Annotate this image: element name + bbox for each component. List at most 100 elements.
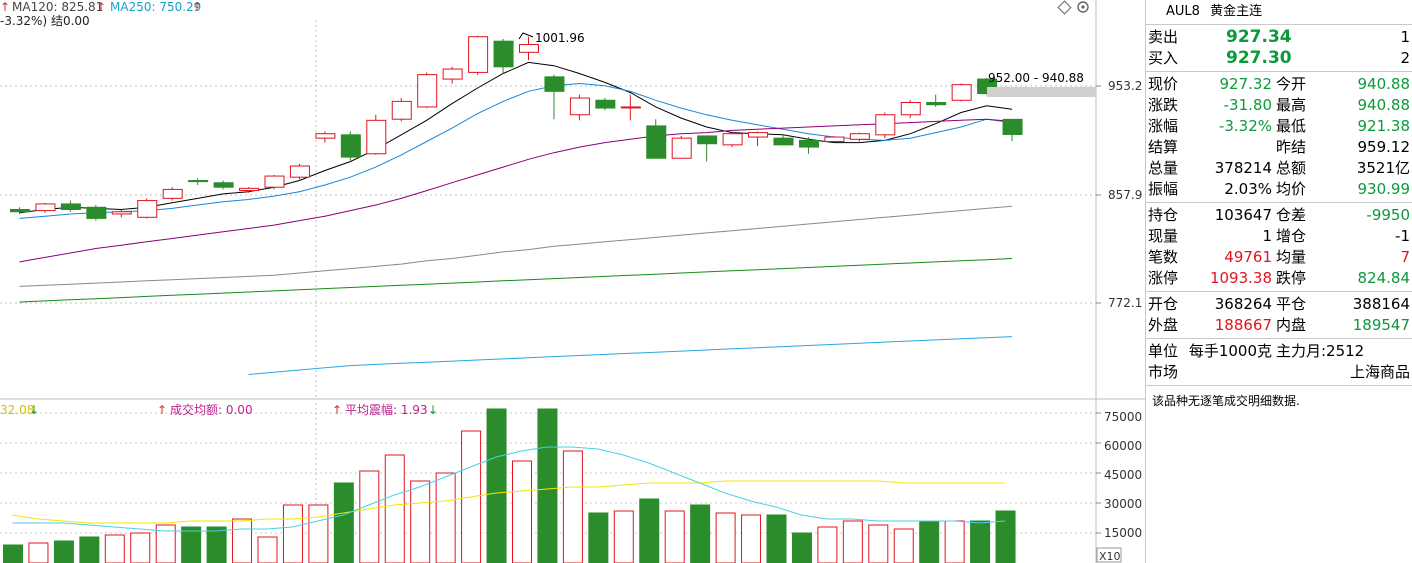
candle-body-up [137,200,158,218]
candle [315,131,336,143]
ma-line-1 [19,82,1013,219]
quote-value: 7 [1400,248,1410,266]
candle [10,207,30,214]
quote-label: 内盘 [1276,316,1307,334]
quote-label: 均价 [1276,180,1307,198]
volume-bar [817,526,838,563]
quote-label: 增仓 [1276,227,1307,245]
quote-value: 927.32 [1219,75,1273,93]
quote-value: 959.12 [1357,138,1411,156]
candle-body-down [697,135,718,145]
volume-bar [359,470,380,563]
candle [1002,118,1023,142]
order-book: 卖出 927.34 1 买入 927.30 2 [1146,25,1412,72]
kline-chart-area[interactable]: 1001.96 952.00 - 940.88 953.2 857.9 772.… [0,0,1145,563]
kline-chart[interactable]: 1001.96 952.00 - 940.88 953.2 857.9 772.… [0,0,1145,563]
candle-body-up [748,132,769,138]
quote-row: 结算 昨结 959.12 [1146,137,1412,158]
volume-axis-label: 30000 [1104,497,1142,511]
volume-bar [486,408,507,563]
candle-body-down [544,76,565,92]
quote-header: AUL8 黄金主连 [1146,0,1412,25]
quote-row: 现价 927.32 今开 940.88 [1146,74,1412,95]
candle-body-down [188,180,209,183]
candle [137,198,158,219]
volume-bars-group [3,408,1016,563]
quote-value: 824.84 [1357,269,1411,287]
candle [493,38,514,74]
volume-bar [512,460,532,563]
candle [391,98,412,122]
quote-label: 外盘 [1148,316,1179,334]
candle-body-down [798,139,819,148]
candle [569,94,590,121]
quote-label: 开仓 [1148,295,1179,313]
ma-line-4 [19,258,1013,303]
candle-body-down [926,101,947,106]
candle-body-up [951,84,972,101]
volume-bar [791,532,812,563]
quote-label: 涨幅 [1148,117,1179,135]
moving-average-lines [19,61,1013,375]
ma-line-0 [19,61,1013,214]
candle [544,74,565,120]
quote-label: 仓差 [1276,206,1307,224]
candle-body-down [493,40,514,68]
volume-unit-box [1096,547,1122,563]
candle [773,134,794,146]
volume-bar [435,472,456,563]
candle-body-up [824,136,845,143]
ask-price: 927.34 [1226,27,1292,47]
candle-body-up [620,106,641,109]
volume-bar [639,498,660,563]
volume-bar [206,526,227,563]
candle [697,135,718,162]
quote-label: 跌停 [1276,269,1307,287]
volume-bar [3,544,23,563]
quote-row: 持仓 103647 仓差 -9950 [1146,205,1412,226]
ask-qty: 1 [1400,28,1410,46]
high-marker-arrow [518,32,534,40]
candle-body-down [86,206,107,219]
current-range-band [987,87,1096,97]
quote-row: 笔数 49761 均量 7 [1146,247,1412,268]
ma-line-3 [19,205,1013,287]
candle [926,94,947,107]
quote-label: 总量 [1148,159,1179,177]
volume-bar [741,514,762,563]
diamond-icon[interactable] [1057,0,1072,15]
quote-row: 涨幅 -3.32% 最低 921.38 [1146,116,1412,137]
ma250-legend: MA250: 750.29 [110,0,201,14]
quote-value: 每手1000克 [1188,342,1272,360]
quote-row: 振幅 2.03% 均价 930.99 [1146,179,1412,200]
candle-body-up [849,133,870,140]
no-tick-data-note: 该品种无逐笔成交明细数据. [1152,394,1300,408]
quote-value: -9950 [1366,206,1410,224]
candle-body-up [162,188,183,199]
candle [824,135,845,143]
volume-bar [130,532,151,563]
volume-axis-label: 45000 [1104,468,1142,482]
candle [595,98,616,111]
volume-avg-amplitude-legend: 平均震幅: 1.93 [345,402,428,417]
candle [162,187,183,201]
quote-label: 平仓 [1276,295,1307,313]
quote-label: 最低 [1276,117,1307,135]
volume-bar [919,520,940,563]
candle [722,131,743,148]
candle-body-up [900,101,921,116]
quote-label: 最高 [1276,96,1307,114]
quote-row: 涨停 1093.38 跌停 824.84 [1146,268,1412,289]
quote-value: 930.99 [1357,180,1411,198]
candle-body-down [1002,118,1023,135]
contract-info-section: 单位 每手1000克 主力月:2512 市场 上海商品 [1146,339,1412,386]
candle [900,100,921,119]
volume-bar [995,510,1016,563]
settings-icon[interactable] [1077,1,1089,13]
quote-label: 昨结 [1276,138,1307,156]
candle-body-up [569,97,590,116]
quote-value: 189547 [1352,316,1410,334]
candle [188,178,209,185]
quote-row: 单位 每手1000克 主力月:2512 [1146,341,1412,362]
volume-bar [308,504,329,563]
